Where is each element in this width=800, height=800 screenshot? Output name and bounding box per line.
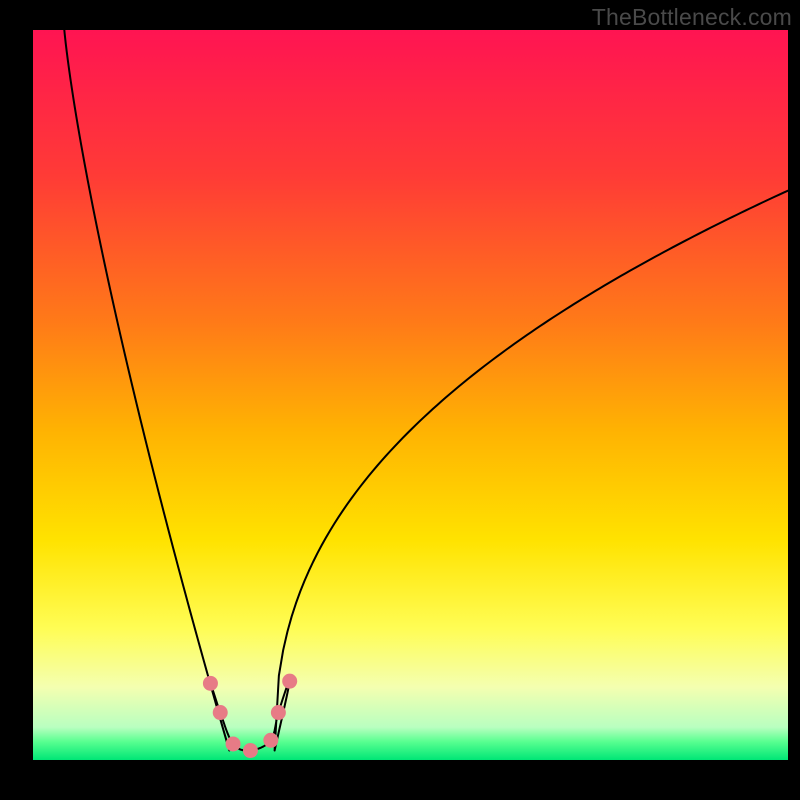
optimal-marker xyxy=(263,733,278,748)
optimal-marker xyxy=(213,705,228,720)
optimal-marker xyxy=(203,676,218,691)
optimal-marker xyxy=(226,736,241,751)
optimal-marker xyxy=(282,674,297,689)
chart-stage: TheBottleneck.com xyxy=(0,0,800,800)
gradient-area xyxy=(33,30,788,760)
optimal-marker xyxy=(243,743,258,758)
optimal-marker xyxy=(271,705,286,720)
bottleneck-chart xyxy=(0,0,800,800)
watermark-text: TheBottleneck.com xyxy=(592,4,792,31)
